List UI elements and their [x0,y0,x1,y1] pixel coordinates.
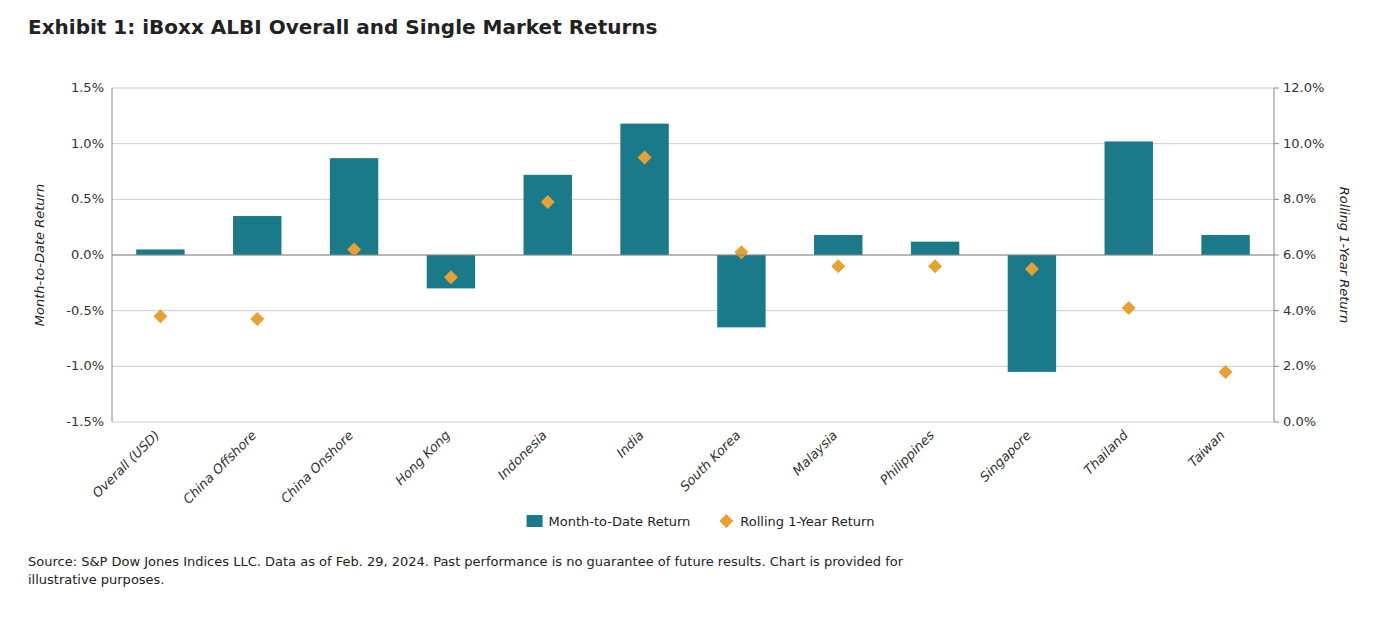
legend-item: Rolling 1-Year Return [719,514,874,529]
y-tick-label: 1.5% [71,80,104,95]
grid [112,88,1274,422]
diamond [541,195,555,209]
x-tick-label: Overall (USD) [89,428,162,501]
x-tick-label: Indonesia [495,427,550,482]
y2-tick-label: 12.0% [1283,80,1324,95]
legend-swatch [719,514,733,528]
bar [1105,141,1153,255]
y2-tick-label: 0.0% [1283,414,1316,429]
y2-tick-label: 2.0% [1283,358,1316,373]
diamond [153,309,167,323]
x-tick-label: India [614,427,647,460]
y2-tick [1274,366,1279,367]
zero-line [112,255,1274,256]
grid-line [112,255,1274,256]
y-tick-label: -1.0% [66,358,104,373]
marks [136,124,1250,379]
y2-tick-label: 6.0% [1283,247,1316,262]
diamond [734,245,748,259]
grid-line [112,199,1274,200]
grid-line [112,366,1274,367]
y2-tick [1274,422,1279,423]
source-line: illustrative purposes. [28,572,165,587]
source-note: Source: S&P Dow Jones Indices LLC. Data … [28,554,904,587]
x-tick-label: Malaysia [790,427,841,478]
bar [1008,255,1056,372]
bar [717,255,765,327]
y2-tick [1274,199,1279,200]
grid-line [112,143,1274,144]
x-tick-label: Taiwan [1185,428,1227,470]
background [0,0,1400,630]
legend: Month-to-Date Return Rolling 1-Year Retur… [527,514,875,529]
legend-label: Month-to-Date Return [549,514,691,529]
grid-line [112,88,1274,89]
y2-tick-label: 8.0% [1283,191,1316,206]
diamond [1219,365,1233,379]
x-tick-label: Singapore [977,428,1034,485]
diamond [444,270,458,284]
diamond [1025,262,1039,276]
y-tick-label: 1.0% [71,136,104,151]
source-line: Source: S&P Dow Jones Indices LLC. Data … [28,554,904,569]
bar [620,124,668,255]
diamond [831,259,845,273]
diamond [638,151,652,165]
x-tick-label: China Onshore [278,428,357,507]
diamond [347,242,361,256]
x-tick-label: South Korea [677,427,744,494]
y-tick-label: 0.0% [71,247,104,262]
legend-swatch [527,515,543,527]
bar [1201,235,1249,255]
diamond [1122,301,1136,315]
legend-item: Month-to-Date Return [527,514,691,529]
title: Exhibit 1: iBoxx ALBI Overall and Single… [28,15,657,39]
bar [233,216,281,255]
y-axis-label: Month-to-Date Return [32,184,47,326]
y-tick-label: -1.5% [66,414,104,429]
y2-tick [1274,143,1279,144]
bar [427,255,475,288]
y-tick-label: -0.5% [66,303,104,318]
y2-tick [1274,255,1279,256]
x-tick-label: Hong Kong [392,428,453,489]
y-tick-label: 0.5% [71,191,104,206]
chart: Exhibit 1: iBoxx ALBI Overall and Single… [0,0,1400,630]
grid-line [112,422,1274,423]
x-tick-label: Thailand [1081,427,1132,478]
y2-tick [1274,88,1279,89]
x-tick-label: Philippines [877,427,937,487]
bar [136,249,184,255]
y2-tick [1274,310,1279,311]
x-tick-label: China Offshore [180,428,259,507]
diamond [250,312,264,326]
bar [330,158,378,255]
y2-tick-label: 10.0% [1283,136,1324,151]
y2-axis-label: Rolling 1-Year Return [1337,187,1352,323]
bar [911,242,959,255]
diamond [928,259,942,273]
y2-tick-label: 4.0% [1283,303,1316,318]
bar [814,235,862,255]
grid-line [112,310,1274,311]
legend-label: Rolling 1-Year Return [740,514,874,529]
bar [524,175,572,255]
